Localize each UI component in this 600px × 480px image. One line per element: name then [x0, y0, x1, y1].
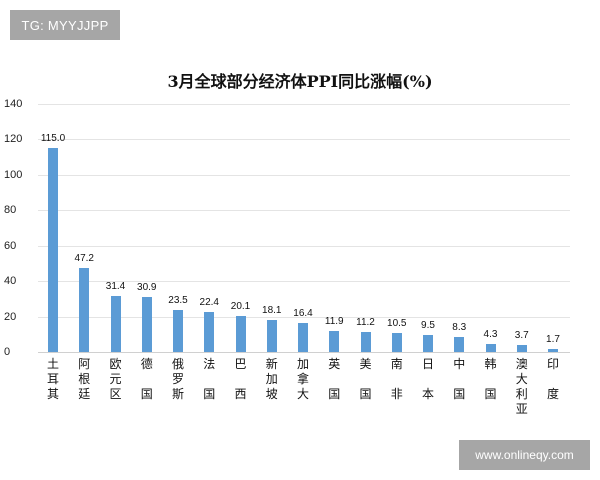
gridline — [38, 210, 570, 211]
bar — [391, 333, 402, 352]
category-label: 南 非 — [390, 357, 403, 401]
category-label: 澳大利亚 — [515, 357, 528, 416]
y-tick-label: 100 — [4, 168, 23, 181]
category-label: 巴 西 — [234, 357, 247, 401]
bar — [235, 316, 246, 352]
bar-value-label: 30.9 — [137, 282, 157, 294]
bar-value-label: 11.2 — [356, 317, 375, 329]
bar-value-label: 23.5 — [168, 295, 188, 307]
category-label: 韩 国 — [484, 357, 497, 401]
bar — [266, 319, 277, 352]
y-tick-label: 140 — [4, 98, 23, 110]
y-tick-label: 40 — [4, 275, 17, 288]
bar-value-label: 16.4 — [293, 307, 313, 319]
gridline — [38, 104, 570, 105]
bar-value-label: 3.7 — [514, 330, 529, 342]
bar — [141, 297, 152, 352]
category-label: 阿根廷 — [78, 357, 91, 401]
watermark-bottom-right: www.onlineqy.com — [459, 440, 590, 470]
gridline — [38, 175, 570, 176]
category-label: 美 国 — [359, 357, 372, 401]
chart-title: 3月全球部分经济体PPI同比涨幅(%) — [167, 72, 433, 91]
watermark-top-left: TG: MYYJJPP — [10, 10, 120, 40]
bar-value-label: 9.5 — [421, 320, 435, 332]
bar — [548, 348, 558, 352]
y-tick-label: 20 — [4, 310, 17, 323]
gridline — [38, 317, 570, 318]
bar-value-label: 4.3 — [483, 329, 498, 341]
y-tick-label: 0 — [4, 346, 11, 358]
bar — [485, 344, 496, 352]
bar-value-label: 22.4 — [199, 297, 219, 309]
bar — [516, 345, 527, 352]
bar-value-label: 18.1 — [262, 304, 282, 316]
bar — [204, 312, 215, 352]
category-label: 加拿大 — [296, 357, 309, 401]
category-label: 新加坡 — [265, 357, 278, 401]
x-axis-line — [38, 352, 570, 353]
bar — [454, 337, 465, 352]
gridline — [38, 246, 570, 247]
category-label: 英 国 — [328, 357, 341, 401]
bar — [423, 335, 433, 352]
category-label: 德 国 — [140, 357, 153, 401]
bar-value-label: 1.7 — [546, 333, 560, 345]
bar-value-label: 47.2 — [74, 253, 94, 265]
y-tick-label: 120 — [4, 133, 23, 146]
category-label: 欧元区 — [109, 357, 122, 401]
bar — [79, 268, 90, 352]
category-label: 俄罗斯 — [171, 357, 184, 401]
category-label: 中 国 — [453, 357, 466, 401]
gridline — [38, 281, 570, 282]
category-label: 印 度 — [546, 357, 559, 401]
category-label: 日 本 — [421, 357, 434, 401]
bar-value-label: 11.9 — [324, 315, 344, 327]
bar — [329, 330, 340, 352]
bar — [298, 322, 308, 352]
bar — [110, 296, 121, 352]
bar-value-label: 20.1 — [230, 301, 251, 313]
bar-value-label: 115.0 — [40, 133, 66, 145]
bar — [173, 310, 183, 352]
y-tick-label: 60 — [4, 239, 17, 252]
bar — [48, 148, 58, 352]
gridline — [38, 139, 570, 140]
y-tick-label: 80 — [4, 204, 17, 217]
bar-value-label: 31.4 — [105, 281, 126, 293]
bar-value-label: 8.3 — [452, 322, 467, 334]
category-label: 法 国 — [203, 357, 216, 401]
category-label: 土耳其 — [46, 357, 59, 401]
bar — [360, 332, 371, 352]
bar-value-label: 10.5 — [387, 318, 407, 330]
